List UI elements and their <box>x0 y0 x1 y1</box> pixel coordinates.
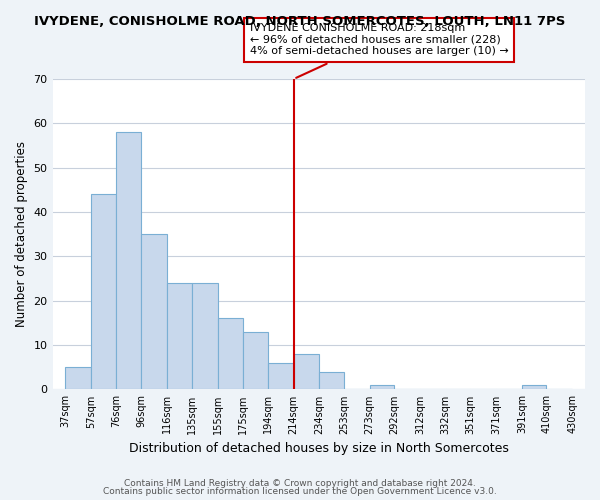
Bar <box>218 318 244 390</box>
Bar <box>116 132 142 390</box>
Bar <box>244 332 268 390</box>
Text: Contains HM Land Registry data © Crown copyright and database right 2024.: Contains HM Land Registry data © Crown c… <box>124 478 476 488</box>
Bar <box>522 385 547 390</box>
Bar <box>268 363 293 390</box>
Bar <box>319 372 344 390</box>
Bar <box>91 194 116 390</box>
X-axis label: Distribution of detached houses by size in North Somercotes: Distribution of detached houses by size … <box>129 442 509 455</box>
Text: IVYDENE, CONISHOLME ROAD, NORTH SOMERCOTES, LOUTH, LN11 7PS: IVYDENE, CONISHOLME ROAD, NORTH SOMERCOT… <box>34 15 566 28</box>
Bar <box>192 283 218 390</box>
Bar <box>65 368 91 390</box>
Bar <box>142 234 167 390</box>
Bar <box>167 283 192 390</box>
Text: IVYDENE CONISHOLME ROAD: 218sqm
← 96% of detached houses are smaller (228)
4% of: IVYDENE CONISHOLME ROAD: 218sqm ← 96% of… <box>250 23 508 78</box>
Bar <box>293 354 319 390</box>
Y-axis label: Number of detached properties: Number of detached properties <box>15 141 28 327</box>
Text: Contains public sector information licensed under the Open Government Licence v3: Contains public sector information licen… <box>103 487 497 496</box>
Bar <box>370 385 394 390</box>
